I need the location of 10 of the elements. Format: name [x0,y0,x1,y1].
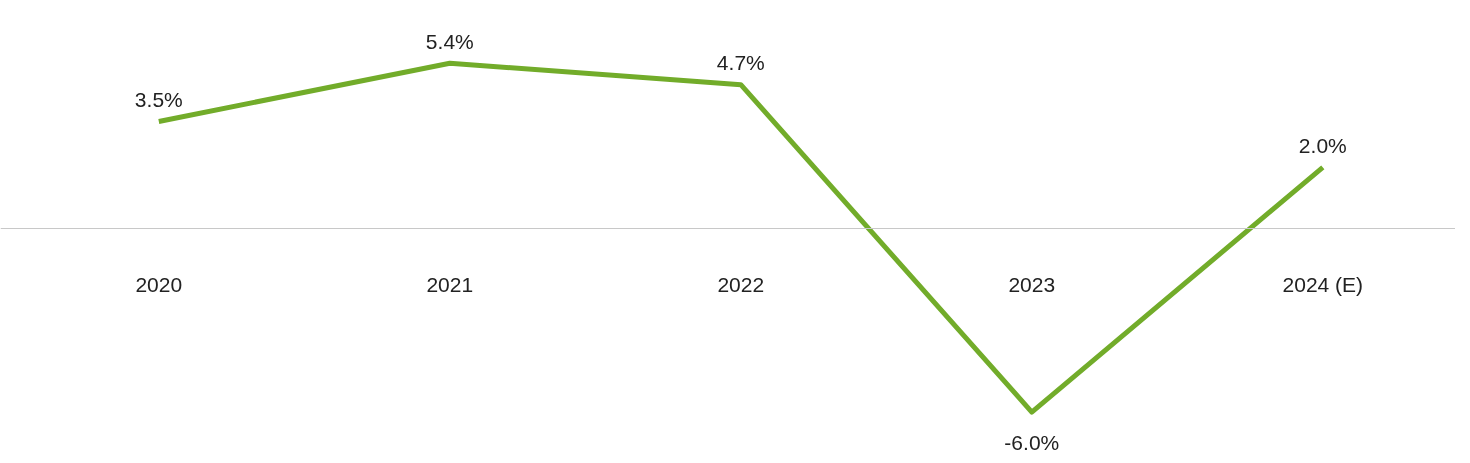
x-tick-label: 2022 [717,272,765,296]
data-label: 3.5% [134,87,183,111]
data-label: 2.0% [1298,133,1347,157]
data-label: -6.0% [1004,430,1060,454]
data-label: 5.4% [425,29,474,53]
x-tick-label: 2023 [1008,272,1056,296]
x-tick-label: 2024 (E) [1282,272,1364,296]
x-tick-label: 2020 [135,272,183,296]
data-label: 4.7% [716,51,765,75]
x-tick-label: 2021 [426,272,474,296]
